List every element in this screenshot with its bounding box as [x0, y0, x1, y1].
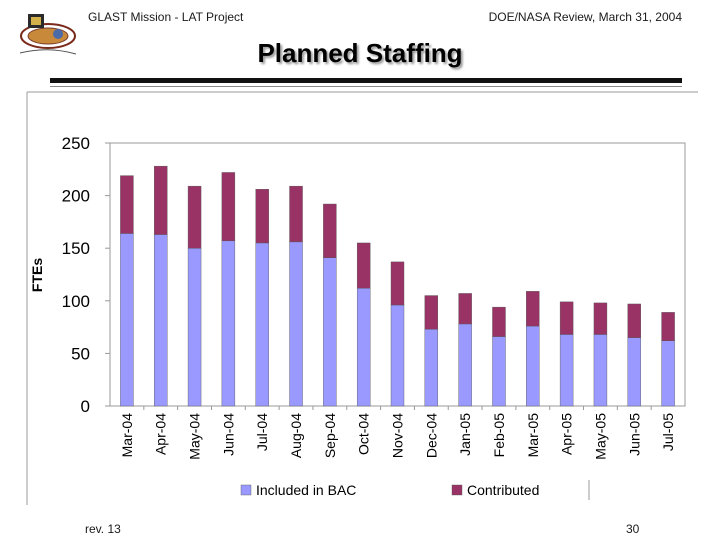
x-tick-label: Jul-04: [254, 413, 270, 451]
bar-contributed: [187, 185, 202, 249]
revision-label: rev. 13: [85, 522, 121, 536]
title-divider-thin: [50, 86, 682, 87]
x-tick-label: May-05: [592, 413, 608, 460]
bar-included: [187, 247, 202, 407]
x-tick-label: Jun-04: [220, 413, 236, 456]
legend-swatch: [240, 484, 252, 496]
bar-contributed: [390, 261, 405, 306]
bar-contributed: [255, 189, 269, 244]
bar-included: [627, 337, 641, 407]
bar-included: [154, 234, 168, 407]
bar-contributed: [424, 295, 439, 330]
bar-contributed: [289, 185, 303, 243]
x-tick-label: Jan-05: [457, 413, 473, 456]
bar-contributed: [492, 306, 506, 337]
bar-included: [120, 233, 134, 407]
y-tick-label: 100: [62, 292, 90, 311]
bar-contributed: [323, 203, 337, 258]
x-tick-label: Sep-04: [322, 413, 338, 458]
bar-included: [356, 287, 371, 407]
y-axis-label: FTEs: [29, 258, 45, 292]
bar-included: [255, 242, 269, 407]
bar-included: [390, 304, 405, 407]
bar-included: [559, 334, 574, 407]
legend: Included in BAC Contributed: [240, 482, 539, 498]
header-project-name: GLAST Mission - LAT Project: [88, 10, 244, 24]
slide-title: Planned Staffing: [257, 38, 463, 68]
legend-label: Contributed: [467, 482, 539, 498]
bar-contributed: [627, 303, 641, 338]
x-tick-label: Jul-05: [660, 413, 676, 451]
y-tick-label: 150: [62, 239, 90, 258]
header-review-info: DOE/NASA Review, March 31, 2004: [488, 10, 682, 24]
x-tick-label: May-04: [187, 413, 203, 460]
title-divider: [50, 78, 682, 83]
x-tick-label: Dec-04: [423, 413, 439, 458]
bar-contributed: [120, 175, 134, 234]
bar-contributed: [221, 172, 236, 242]
legend-swatch: [451, 484, 463, 496]
page-number: 30: [626, 522, 640, 536]
bar-contributed: [458, 293, 472, 325]
bar-included: [289, 241, 303, 407]
bar-contributed: [154, 165, 168, 235]
x-tick-label: Nov-04: [390, 413, 406, 458]
x-tick-label: Jun-05: [626, 413, 642, 456]
x-tick-label: Feb-05: [491, 413, 507, 458]
bar-included: [492, 336, 506, 407]
bar-included: [221, 240, 236, 407]
x-axis: Mar-04 Apr-04 May-04 Jun-04 Jul-04 Aug-04 Sep-…: [119, 406, 676, 460]
x-tick-label: Apr-05: [559, 413, 575, 455]
legend-label: Included in BAC: [256, 482, 356, 498]
bar-included: [661, 340, 675, 407]
y-tick-label: 200: [62, 187, 90, 206]
bar-contributed: [559, 301, 574, 335]
y-tick-label: 0: [81, 397, 90, 416]
bar-contributed: [356, 242, 371, 289]
bar-contributed: [526, 291, 540, 327]
bar-contributed: [593, 302, 608, 335]
x-tick-label: Oct-04: [356, 413, 372, 455]
y-tick-label: 50: [71, 344, 90, 363]
glast-logo-icon: [19, 14, 77, 55]
y-tick-label: 250: [62, 134, 90, 153]
bar-included: [526, 325, 540, 407]
bar-included: [458, 323, 472, 407]
x-tick-label: Apr-04: [153, 413, 169, 455]
x-tick-label: Mar-05: [525, 413, 541, 458]
bar-included: [424, 329, 439, 407]
bar-group: [120, 165, 675, 407]
x-tick-label: Aug-04: [288, 413, 304, 458]
bar-included: [593, 334, 608, 407]
y-axis: 0 50 100 150 200 250: [62, 134, 110, 416]
x-tick-label: Mar-04: [119, 413, 135, 458]
bar-included: [323, 257, 337, 407]
bar-contributed: [661, 312, 675, 341]
